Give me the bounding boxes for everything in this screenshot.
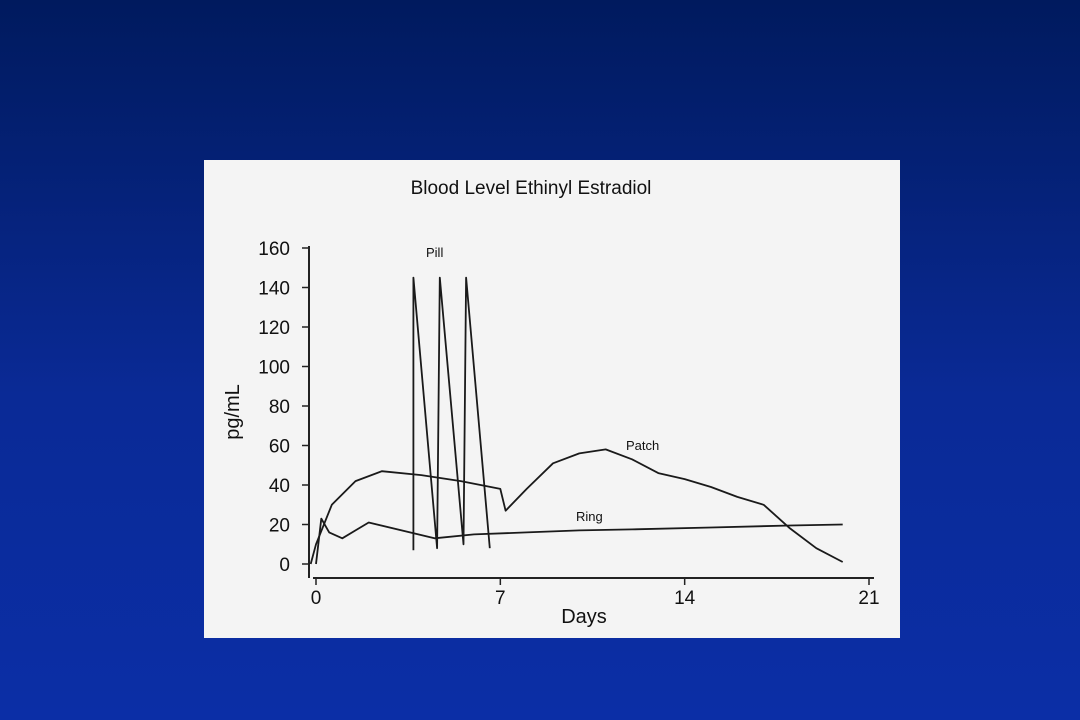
y-tick-label: 120 — [258, 318, 290, 339]
x-axis-ticks: 0 7 14 21 — [311, 578, 880, 609]
chart-title: Blood Level Ethinyl Estradiol — [411, 178, 652, 199]
series-label-ring: Ring — [576, 509, 603, 524]
series-line-patch — [309, 448, 844, 565]
x-tick-label: 7 — [495, 588, 506, 609]
chart-figure: Blood Level Ethinyl Estradiol 0 20 40 60 80 1… — [204, 160, 900, 638]
series-label-patch: Patch — [626, 438, 659, 453]
y-tick-label: 40 — [269, 476, 290, 497]
series-label-pill: Pill — [426, 245, 443, 260]
x-axis-title: Days — [561, 606, 607, 628]
y-axis-title: pg/mL — [222, 384, 244, 440]
y-tick-label: 80 — [269, 397, 290, 418]
y-tick-label: 20 — [269, 516, 290, 537]
y-tick-label: 140 — [258, 279, 290, 300]
x-tick-label: 14 — [674, 588, 696, 609]
series-line-pill — [412, 276, 491, 551]
y-axis-ticks: 0 20 40 60 80 100 120 140 160 — [258, 239, 309, 576]
y-tick-label: 60 — [269, 437, 290, 458]
series-lines — [309, 276, 844, 565]
series-line-ring — [315, 517, 843, 565]
y-tick-label: 100 — [258, 358, 290, 379]
y-tick-label: 0 — [279, 555, 290, 576]
y-tick-label: 160 — [258, 239, 290, 260]
x-tick-label: 21 — [858, 588, 879, 609]
x-tick-label: 0 — [311, 588, 322, 609]
series-labels: Pill Patch Ring — [426, 245, 659, 524]
line-chart: Blood Level Ethinyl Estradiol 0 20 40 60 80 1… — [222, 178, 880, 628]
